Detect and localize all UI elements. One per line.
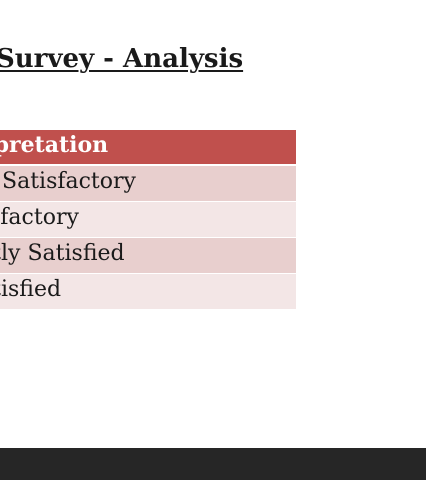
table-row: ntly Satisfied [0, 238, 296, 274]
table-cell-label: Satisfactory [2, 168, 136, 194]
page-title: Survey - Analysis [0, 44, 244, 74]
table-row: atisfied [0, 274, 296, 310]
footer-bar [0, 448, 426, 480]
table-header-label: rpretation [0, 132, 109, 158]
table-cell-label: sfactory [0, 204, 79, 230]
table-cell-label: ntly Satisfied [0, 240, 125, 266]
table-row: Satisfactory [0, 166, 296, 202]
interpretation-table: rpretation Satisfactory sfactory ntly Sa… [0, 130, 296, 310]
table-header-row: rpretation [0, 130, 296, 166]
table-row: sfactory [0, 202, 296, 238]
table-cell-label: atisfied [0, 276, 62, 302]
